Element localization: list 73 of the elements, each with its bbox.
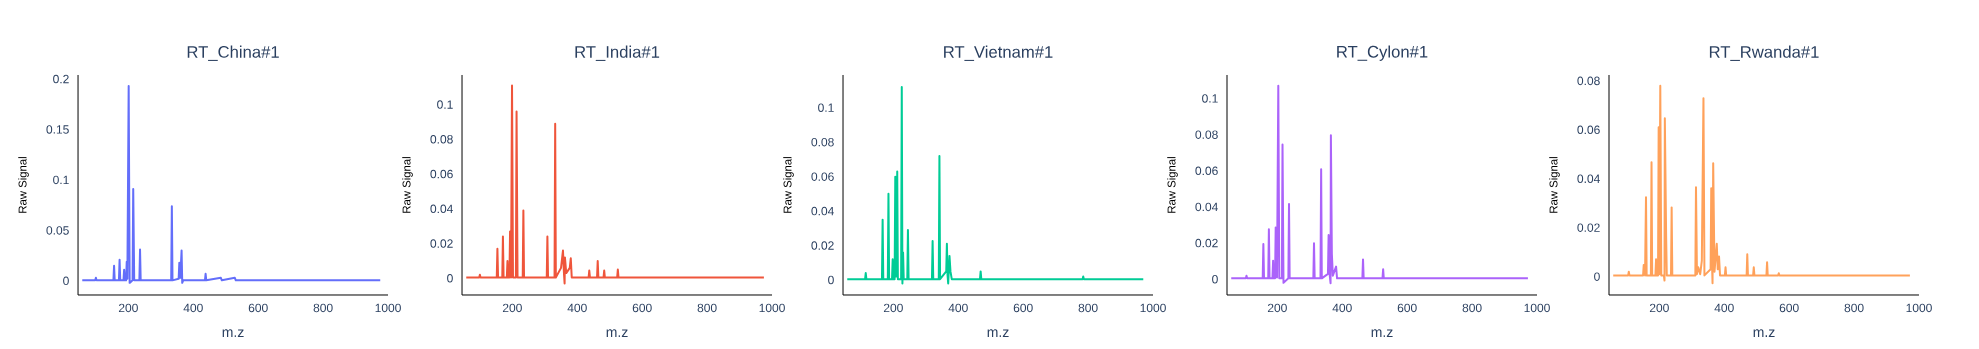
x-axis-title: m.z [1753, 329, 1775, 337]
y-tick-label: 0.08 [1577, 76, 1600, 86]
x-tick-label: 800 [1078, 303, 1098, 313]
y-tick-label: 0.1 [53, 175, 69, 185]
x-axis-title: m.z [222, 329, 244, 337]
x-tick-label: 600 [1013, 303, 1033, 313]
x-tick-label: 200 [502, 303, 522, 313]
line-series [846, 86, 1145, 285]
y-tick-label: 0.06 [811, 172, 834, 181]
chart-title: RT_Cylon#1 [1337, 45, 1428, 61]
y-tick-label: 0.02 [1195, 238, 1218, 248]
y-tick-label: 0.06 [1577, 125, 1600, 135]
y-tick-label: 0.05 [46, 226, 69, 235]
y-tick-label: 0.1 [437, 100, 453, 109]
y-tick-label: 0.08 [811, 137, 834, 147]
chart-title: RT_Vietnam#1 [944, 45, 1053, 61]
line-series [1230, 84, 1529, 285]
x-tick-label: 400 [567, 303, 587, 313]
x-tick-label: 200 [1649, 303, 1669, 313]
y-tick-label: 0.08 [1195, 130, 1218, 139]
x-tick-label: 400 [1714, 303, 1734, 313]
x-tick-label: 1000 [1140, 303, 1166, 313]
x-axis-title: m.z [606, 329, 628, 337]
x-tick-label: 600 [632, 303, 652, 313]
y-tick-label: 0.06 [430, 169, 453, 179]
x-axis-title: m.z [1371, 329, 1393, 337]
chart-title: RT_Rwanda#1 [1709, 45, 1819, 61]
x-tick-label: 600 [1397, 303, 1417, 313]
x-tick-label: 400 [183, 303, 203, 313]
chart-title: RT_India#1 [575, 45, 660, 61]
chart-title: RT_China#1 [187, 45, 279, 61]
y-axis-title: Raw Signal [1549, 157, 1560, 213]
y-axis-title: Raw Signal [1167, 157, 1178, 213]
x-tick-label: 1000 [759, 303, 785, 313]
line-series [465, 84, 765, 285]
x-tick-label: 800 [1844, 303, 1864, 313]
x-tick-label: 800 [313, 303, 333, 313]
x-tick-label: 200 [118, 303, 138, 313]
line-series [81, 85, 382, 284]
y-axis-title: Raw Signal [18, 157, 29, 213]
y-tick-label: 0.02 [811, 241, 834, 250]
y-tick-label: 0 [1212, 275, 1218, 284]
x-tick-label: 1000 [1906, 303, 1932, 313]
x-tick-label: 800 [1462, 303, 1482, 313]
y-tick-label: 0.06 [1195, 166, 1218, 176]
y-tick-label: 0 [447, 274, 453, 283]
y-axis-title: Raw Signal [783, 157, 794, 213]
x-tick-label: 400 [1332, 303, 1352, 313]
y-tick-label: 0.1 [818, 103, 834, 112]
y-tick-label: 0.04 [811, 206, 834, 216]
x-tick-label: 400 [948, 303, 968, 313]
y-tick-label: 0.02 [430, 239, 453, 248]
x-axis-title: m.z [987, 329, 1009, 337]
x-tick-label: 800 [697, 303, 717, 313]
y-tick-label: 0.2 [53, 74, 69, 84]
x-tick-label: 1000 [375, 303, 401, 313]
y-tick-label: 0.04 [1195, 202, 1218, 212]
y-tick-label: 0 [1594, 272, 1600, 281]
y-axis-title: Raw Signal [402, 157, 413, 213]
x-tick-label: 1000 [1524, 303, 1550, 313]
y-tick-label: 0.1 [1202, 94, 1218, 103]
y-tick-label: 0 [828, 275, 834, 285]
y-tick-label: 0 [63, 276, 69, 286]
x-tick-label: 200 [1267, 303, 1287, 313]
x-tick-label: 600 [1779, 303, 1799, 313]
line-series [1612, 84, 1911, 285]
x-tick-label: 200 [883, 303, 903, 313]
y-tick-label: 0.15 [46, 125, 69, 134]
y-tick-label: 0.04 [430, 204, 453, 214]
y-tick-label: 0.02 [1577, 223, 1600, 232]
y-tick-label: 0.08 [430, 135, 453, 144]
y-tick-label: 0.04 [1577, 174, 1600, 184]
x-tick-label: 600 [248, 303, 268, 313]
